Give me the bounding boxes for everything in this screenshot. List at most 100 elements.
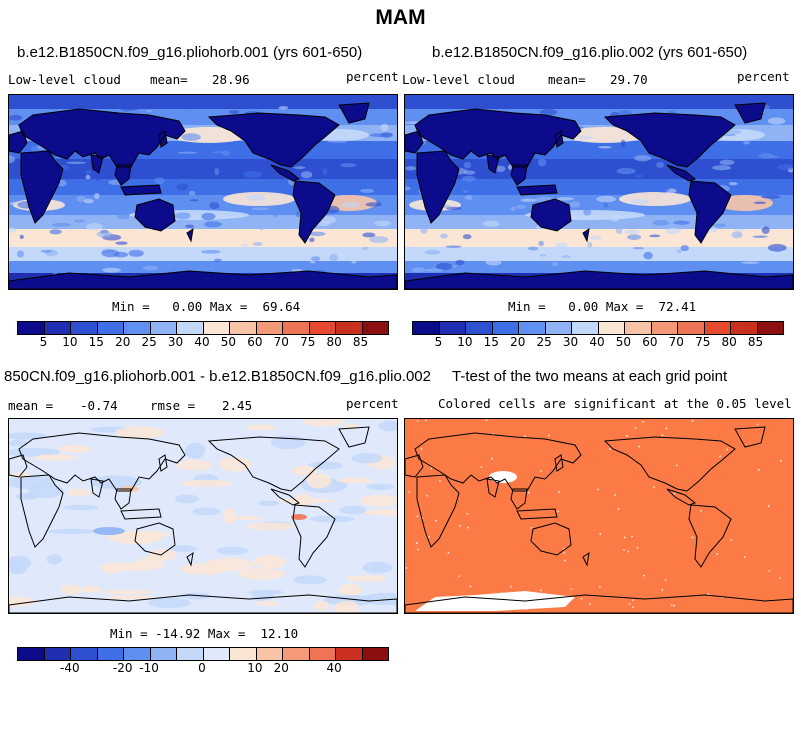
colorbar-swatch [731, 322, 758, 334]
panel2-colorbar [412, 321, 784, 335]
colorbar-tick-label: 20 [115, 335, 131, 349]
colorbar-tick-label: 50 [220, 335, 237, 349]
colorbar-swatch [519, 322, 546, 334]
colorbar-tick-label: 75 [695, 335, 711, 349]
colorbar-tick-label: 60 [642, 335, 658, 349]
colorbar-swatch [413, 322, 440, 334]
panel4-map [404, 418, 794, 614]
panel3-rmse-value: 2.45 [222, 398, 253, 413]
colorbar-swatch [124, 322, 151, 334]
colorbar-tick-label: 40 [194, 335, 210, 349]
colorbar-swatch [466, 322, 493, 334]
colorbar-tick-label: 80 [326, 335, 342, 349]
colorbar-swatch [545, 322, 572, 334]
colorbar-tick-label: 85 [747, 335, 764, 349]
colorbar-swatch [336, 322, 363, 334]
colorbar-tick-label: 15 [483, 335, 499, 349]
colorbar-swatch [71, 322, 98, 334]
colorbar-swatch [230, 322, 257, 334]
colorbar-tick-label: 5 [434, 335, 443, 349]
panel1-title: b.e12.B1850CN.f09_g16.pliohorb.001 (yrs … [17, 44, 363, 61]
colorbar-swatch [572, 322, 599, 334]
colorbar-swatch [651, 322, 678, 334]
panel3-rmse-label: rmse = [150, 398, 196, 413]
figure-title: MAM [375, 6, 426, 29]
colorbar-tick-label: 40 [326, 661, 342, 675]
colorbar-tick-label: 70 [668, 335, 684, 349]
colorbar-tick-label: -10 [139, 661, 159, 675]
colorbar-swatch [97, 322, 124, 334]
panel2-title: b.e12.B1850CN.f09_g16.plio.002 (yrs 601-… [432, 44, 748, 61]
colorbar-swatch [309, 322, 336, 334]
panel1-variable-label: Low-level cloud [8, 72, 121, 87]
colorbar-tick-label: 10 [247, 661, 263, 675]
colorbar-tick-label: 0 [198, 661, 206, 675]
panel3-mean-value: -0.74 [80, 398, 118, 413]
colorbar-tick-label: 60 [247, 335, 263, 349]
colorbar-swatch [124, 648, 151, 660]
colorbar-swatch [492, 322, 519, 334]
panel2-mean-value: 29.70 [610, 72, 648, 87]
colorbar-tick-label: 15 [88, 335, 104, 349]
colorbar-tick-label: 85 [352, 335, 369, 349]
colorbar-swatch [230, 648, 257, 660]
colorbar-swatch [256, 322, 283, 334]
colorbar-swatch [97, 648, 124, 660]
panel2-map [404, 94, 794, 290]
panel3-units: percent [346, 396, 399, 411]
colorbar-swatch [18, 648, 45, 660]
panel1-mean-value: 28.96 [212, 72, 250, 87]
colorbar-swatch [757, 322, 783, 334]
colorbar-tick-label: 80 [721, 335, 737, 349]
colorbar-swatch [439, 322, 466, 334]
colorbar-swatch [150, 648, 177, 660]
panel3-map [8, 418, 398, 614]
panel4-subtitle: Colored cells are significant at the 0.0… [438, 396, 792, 411]
panel1-colorbar [17, 321, 389, 335]
colorbar-tick-label: 10 [457, 335, 473, 349]
colorbar-tick-label: 50 [615, 335, 632, 349]
panel1-map [8, 94, 398, 290]
colorbar-swatch [704, 322, 731, 334]
colorbar-tick-label: -40 [60, 661, 80, 675]
colorbar-swatch [150, 322, 177, 334]
colorbar-tick-label: 75 [300, 335, 316, 349]
colorbar-swatch [203, 648, 230, 660]
colorbar-swatch [44, 322, 71, 334]
colorbar-swatch [177, 322, 204, 334]
panel1-mean-label: mean= [150, 72, 188, 87]
colorbar-swatch [71, 648, 98, 660]
colorbar-swatch [203, 322, 230, 334]
colorbar-swatch [598, 322, 625, 334]
colorbar-tick-label: 30 [167, 335, 184, 349]
panel2-units: percent [737, 69, 790, 84]
colorbar-tick-label: 20 [273, 661, 289, 675]
colorbar-tick-label: -20 [112, 661, 133, 675]
colorbar-swatch [678, 322, 705, 334]
panel2-mean-label: mean= [548, 72, 586, 87]
colorbar-swatch [18, 322, 45, 334]
colorbar-swatch [336, 648, 363, 660]
colorbar-tick-label: 25 [141, 335, 157, 349]
colorbar-tick-label: 30 [562, 335, 579, 349]
panel3-mean-label: mean = [8, 398, 54, 413]
panel3-min-max: Min = -14.92 Max = 12.10 [110, 626, 299, 641]
colorbar-swatch [44, 648, 71, 660]
panel2-variable-label: Low-level cloud [402, 72, 515, 87]
colorbar-swatch [283, 322, 310, 334]
colorbar-swatch [625, 322, 652, 334]
panel3-colorbar [17, 647, 389, 661]
panel2-min-max: Min = 0.00 Max = 72.41 [508, 299, 697, 314]
colorbar-swatch [256, 648, 283, 660]
colorbar-tick-label: 70 [273, 335, 289, 349]
panel1-units: percent [346, 69, 399, 84]
colorbar-tick-label: 25 [536, 335, 552, 349]
panel4-title: T-test of the two means at each grid poi… [452, 368, 728, 385]
colorbar-tick-label: 10 [62, 335, 78, 349]
colorbar-tick-label: 40 [589, 335, 605, 349]
colorbar-swatch [309, 648, 336, 660]
colorbar-swatch [362, 322, 388, 334]
colorbar-swatch [362, 648, 388, 660]
colorbar-swatch [177, 648, 204, 660]
colorbar-swatch [283, 648, 310, 660]
